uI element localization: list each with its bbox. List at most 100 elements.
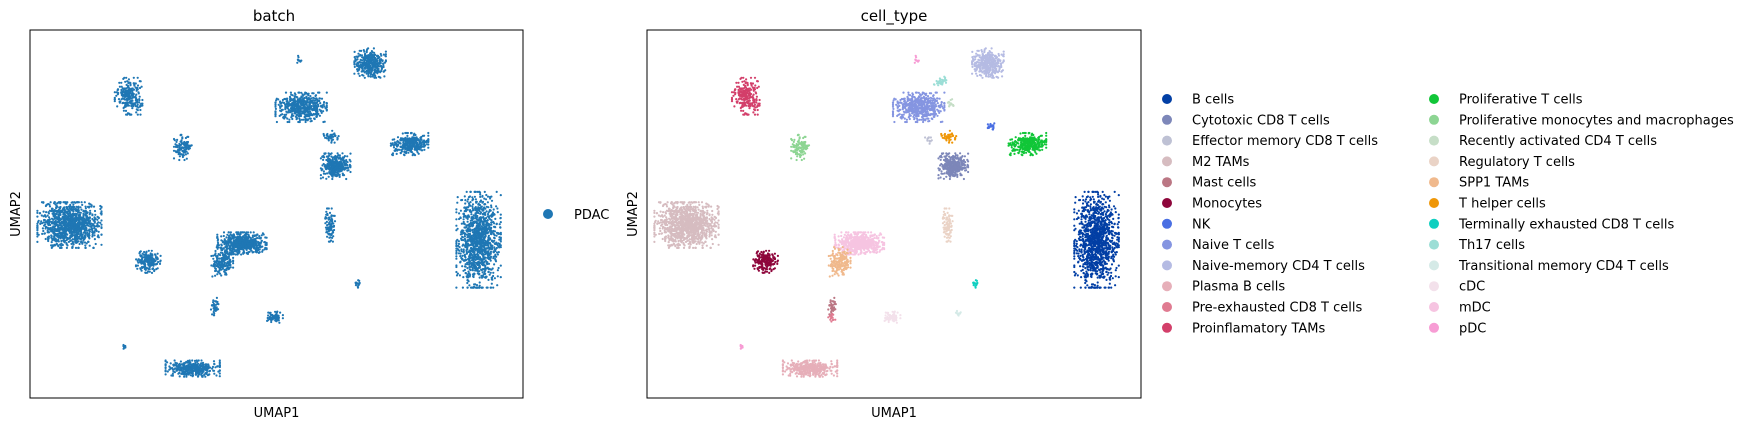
point [484,256,487,259]
scatter-points-batch [36,47,502,378]
point [44,237,47,241]
point [115,94,118,97]
point [372,55,375,58]
point [477,273,481,276]
point [460,230,463,233]
point [310,108,313,111]
point [322,172,325,175]
point [461,254,464,257]
point [468,257,471,260]
point [460,199,463,202]
point [54,203,57,206]
point [382,65,385,69]
point [79,206,82,209]
point [493,277,496,280]
point [481,194,484,198]
point [490,199,494,202]
point [464,242,468,245]
point [478,221,481,224]
point [329,173,332,176]
point [274,110,277,113]
point [479,206,482,209]
point [473,250,476,253]
point [248,250,251,253]
point [93,209,97,213]
point [69,231,72,234]
point [421,149,424,152]
point [466,200,469,203]
point [406,148,409,151]
point [474,283,477,286]
point [499,213,502,216]
point [315,106,318,109]
point [96,235,99,238]
point [175,140,178,143]
point [389,142,392,145]
point [81,236,84,239]
point [463,223,466,226]
point [292,102,296,105]
point [149,254,152,257]
point [58,201,61,204]
point [495,234,498,237]
point [36,215,39,218]
cluster-pdac [172,133,193,162]
point [237,238,240,241]
point [331,175,334,178]
point [63,233,66,236]
point [254,237,257,240]
point [120,98,123,101]
point [366,48,369,51]
point [90,204,93,207]
point [494,217,497,220]
point [49,201,52,204]
point [490,248,493,251]
point [82,231,85,234]
point [284,91,288,94]
point [409,141,412,144]
point [66,207,69,210]
point [42,201,45,204]
point [384,59,387,62]
point [48,218,52,221]
point [455,249,458,252]
point [135,258,138,261]
point [466,220,469,223]
point [455,242,458,245]
point [91,228,94,231]
point [493,246,496,249]
point [77,201,80,204]
point [499,216,502,220]
point [499,264,502,267]
point [484,234,487,238]
point [85,218,88,221]
point [323,101,326,104]
point [140,85,143,88]
point [138,101,141,104]
point [281,108,284,111]
point [243,238,246,241]
point [368,55,371,59]
point [274,105,277,108]
point [87,219,90,222]
point [65,220,68,223]
point [477,254,480,257]
point [331,165,334,169]
point [74,207,77,210]
point [311,92,314,95]
point [77,209,80,212]
point [302,100,305,104]
point [43,224,46,227]
point [296,96,299,99]
point [40,214,43,217]
point [130,87,133,90]
point [286,117,289,120]
point [495,190,498,193]
point [122,109,125,112]
point [100,243,103,246]
point [333,156,336,159]
point [468,195,472,198]
point [483,197,486,200]
point [399,145,402,148]
